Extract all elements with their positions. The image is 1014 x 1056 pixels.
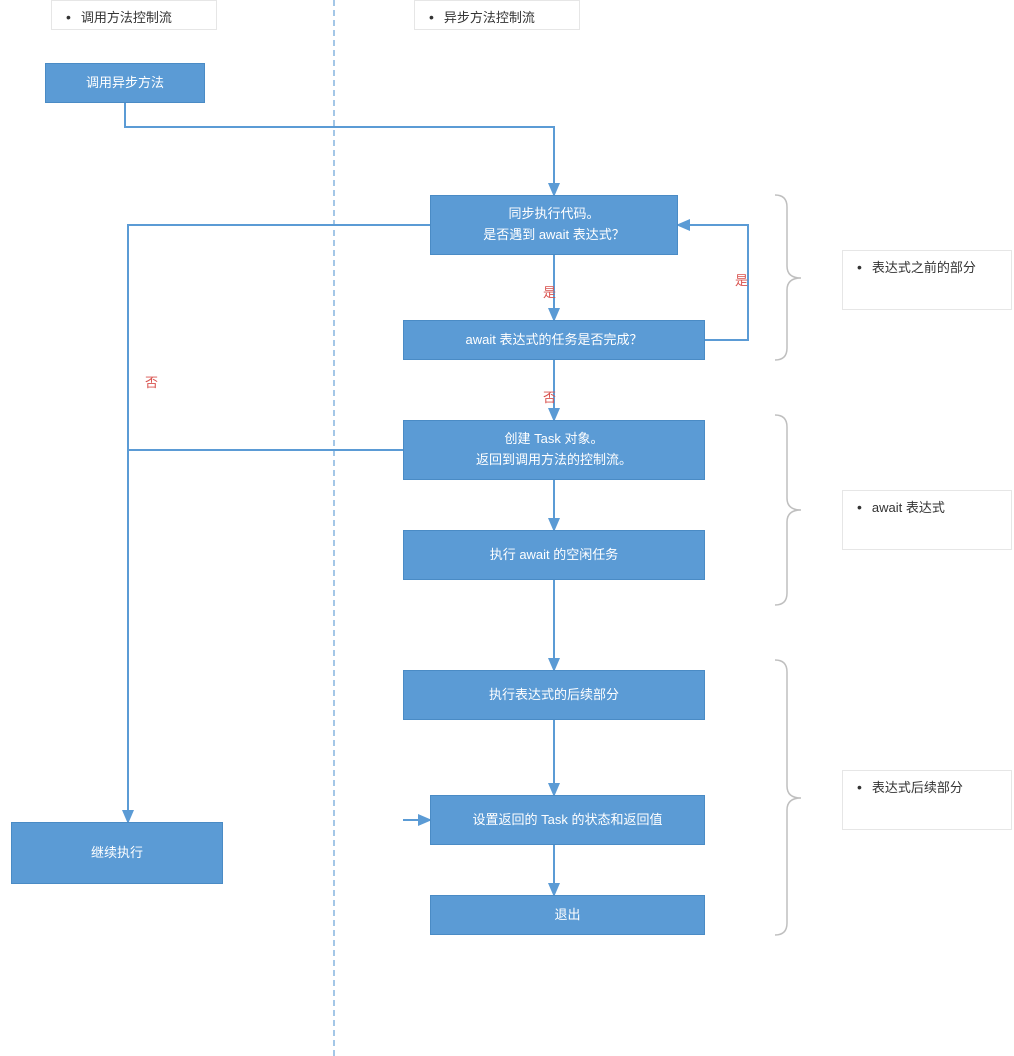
node-sync-exec-text: 同步执行代码。是否遇到 await 表达式？ [483, 204, 625, 246]
node-await-complete-text: await 表达式的任务是否完成？ [466, 330, 643, 351]
node-create-task: 创建 Task 对象。返回到调用方法的控制流。 [403, 420, 705, 480]
node-exit: 退出 [430, 895, 705, 935]
node-set-status: 设置返回的 Task 的状态和返回值 [430, 795, 705, 845]
label-yes-2: 是 [735, 270, 748, 289]
header-left-text: 调用方法控制流 [81, 10, 172, 25]
side-note-before-text: 表达式之前的部分 [872, 260, 976, 275]
header-left: 调用方法控制流 [51, 0, 217, 30]
node-exec-rest-text: 执行表达式的后续部分 [489, 685, 619, 706]
label-yes-1: 是 [543, 282, 556, 301]
side-note-await-text: await 表达式 [872, 500, 945, 515]
node-call-async-text: 调用异步方法 [86, 73, 164, 94]
side-note-before: 表达式之前的部分 [842, 250, 1012, 310]
header-right-text: 异步方法控制流 [444, 10, 535, 25]
node-create-task-text: 创建 Task 对象。返回到调用方法的控制流。 [476, 429, 632, 471]
node-continue: 继续执行 [11, 822, 223, 884]
node-exec-idle: 执行 await 的空闲任务 [403, 530, 705, 580]
node-exec-rest: 执行表达式的后续部分 [403, 670, 705, 720]
header-right: 异步方法控制流 [414, 0, 580, 30]
node-exit-text: 退出 [554, 905, 580, 926]
label-no-1: 否 [145, 372, 158, 391]
side-note-await: await 表达式 [842, 490, 1012, 550]
side-note-after: 表达式后续部分 [842, 770, 1012, 830]
node-exec-idle-text: 执行 await 的空闲任务 [490, 545, 619, 566]
node-set-status-text: 设置返回的 Task 的状态和返回值 [473, 810, 663, 831]
vertical-divider [333, 0, 335, 1056]
side-note-after-text: 表达式后续部分 [872, 780, 963, 795]
label-no-2: 否 [543, 387, 556, 406]
node-sync-exec: 同步执行代码。是否遇到 await 表达式？ [430, 195, 678, 255]
node-call-async: 调用异步方法 [45, 63, 205, 103]
node-continue-text: 继续执行 [91, 843, 143, 864]
node-await-complete: await 表达式的任务是否完成？ [403, 320, 705, 360]
